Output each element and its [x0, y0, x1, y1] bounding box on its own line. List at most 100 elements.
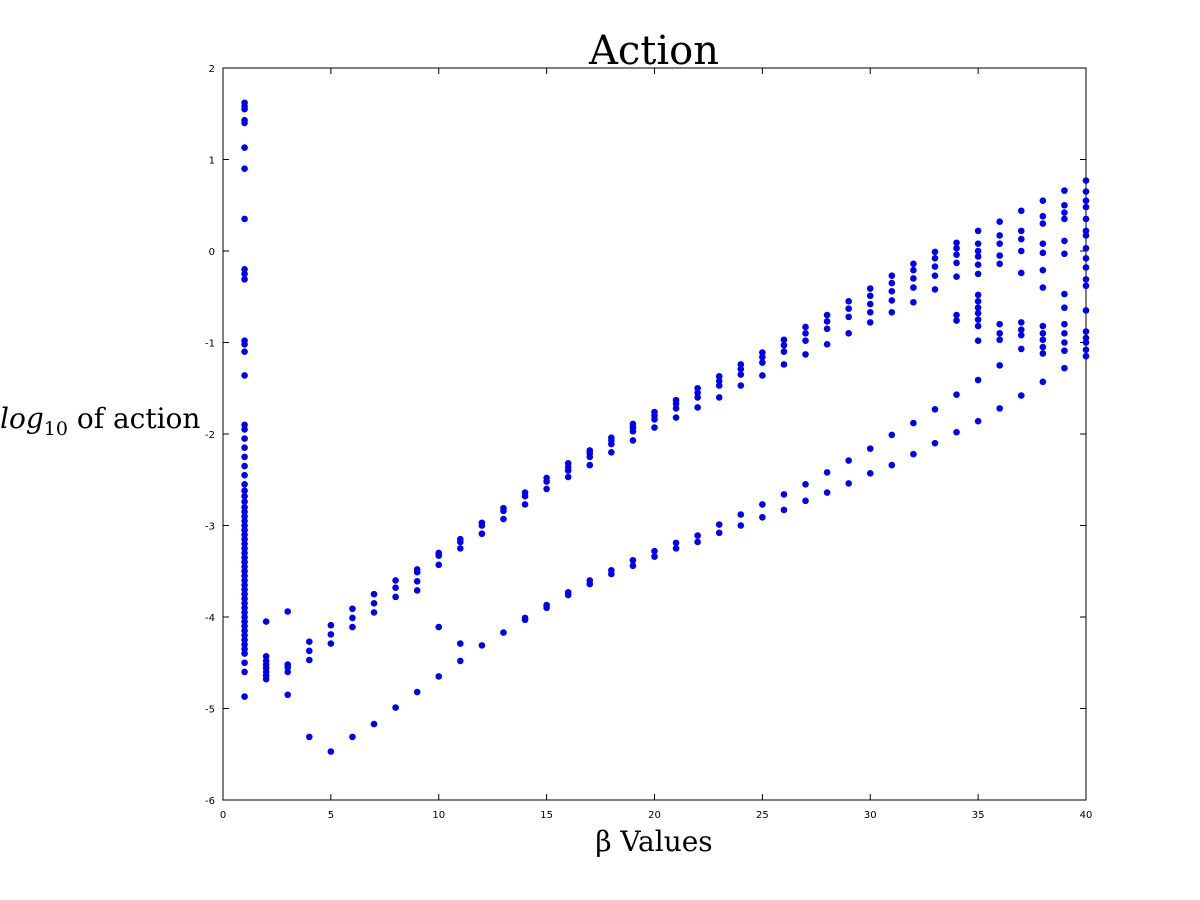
data-point [284, 691, 292, 699]
y-tick-label: -2 [205, 430, 215, 441]
data-points [241, 99, 1090, 755]
data-point [1082, 346, 1090, 354]
data-point [241, 595, 248, 602]
data-point [759, 372, 766, 379]
data-point [349, 733, 356, 741]
data-point [1061, 304, 1068, 312]
data-point [241, 165, 248, 172]
data-point [241, 531, 248, 538]
data-point [564, 591, 572, 599]
data-point [1061, 330, 1068, 337]
data-point [241, 599, 248, 607]
data-point [543, 604, 550, 612]
data-point [629, 556, 637, 564]
data-point [888, 279, 896, 287]
data-point [996, 336, 1003, 344]
data-point [737, 361, 745, 368]
data-point [1082, 282, 1090, 290]
data-point [888, 287, 896, 295]
data-point [715, 521, 723, 528]
data-point [1061, 290, 1068, 298]
data-point [953, 259, 960, 267]
data-point [953, 391, 960, 398]
data-point [241, 540, 248, 548]
data-point [435, 623, 443, 631]
data-point [845, 313, 852, 321]
data-point [370, 609, 378, 616]
data-point [802, 337, 809, 344]
data-point [306, 638, 313, 646]
data-point [780, 341, 788, 349]
data-point [241, 215, 248, 223]
data-point [823, 325, 831, 333]
data-point [1082, 215, 1090, 223]
data-point [241, 577, 248, 584]
data-point [543, 485, 550, 493]
data-point [262, 618, 270, 625]
data-point [866, 285, 874, 292]
data-point [823, 469, 831, 476]
data-point [241, 105, 248, 113]
x-axis: 0 5 10 15 20 25 30 35 40 [220, 68, 1092, 821]
data-point [694, 384, 701, 392]
data-point [284, 664, 292, 671]
data-point [1017, 392, 1025, 399]
data-point [1039, 249, 1047, 257]
data-point [996, 320, 1003, 328]
data-point [564, 467, 572, 474]
data-point [1082, 339, 1090, 346]
data-point [780, 336, 788, 344]
data-point [457, 640, 464, 647]
data-point [370, 590, 378, 598]
data-point [241, 471, 248, 479]
data-point [888, 431, 896, 439]
data-point [392, 577, 399, 584]
data-point [672, 539, 680, 547]
data-point [974, 270, 982, 278]
data-point [974, 304, 982, 312]
data-point [866, 319, 874, 326]
data-point [629, 427, 637, 435]
data-point [759, 501, 766, 508]
data-point [910, 298, 917, 306]
data-point [241, 563, 248, 570]
data-point [241, 503, 248, 511]
data-point [931, 263, 939, 270]
data-point [672, 405, 680, 412]
data-point [651, 424, 658, 431]
data-point [1017, 326, 1025, 333]
data-point [737, 511, 745, 518]
data-point [996, 252, 1003, 259]
y-tick-label: -4 [205, 613, 215, 624]
data-point [241, 632, 248, 639]
data-point [241, 453, 248, 461]
data-point [1039, 266, 1047, 274]
y-axis-label: log10 of action [0, 402, 200, 440]
data-point [241, 609, 248, 616]
data-point [327, 631, 335, 638]
data-point [370, 599, 378, 607]
data-point [910, 260, 917, 268]
y-tick-label: 2 [209, 64, 215, 75]
data-point [845, 457, 852, 464]
data-point [241, 270, 248, 278]
data-point [608, 440, 615, 448]
data-point [974, 298, 982, 305]
data-point [1082, 328, 1090, 335]
data-point [1039, 212, 1047, 220]
data-point [953, 273, 960, 280]
data-point [241, 613, 248, 621]
data-point [737, 522, 745, 529]
data-point [500, 507, 507, 515]
data-point [241, 558, 248, 566]
data-point [241, 462, 248, 470]
y-tick-label: -3 [205, 522, 215, 533]
data-point [241, 421, 248, 429]
data-point [392, 584, 399, 592]
data-point [931, 272, 939, 280]
data-point [974, 240, 982, 247]
data-point [241, 526, 248, 534]
data-point [1017, 247, 1025, 255]
data-point [1017, 207, 1025, 215]
